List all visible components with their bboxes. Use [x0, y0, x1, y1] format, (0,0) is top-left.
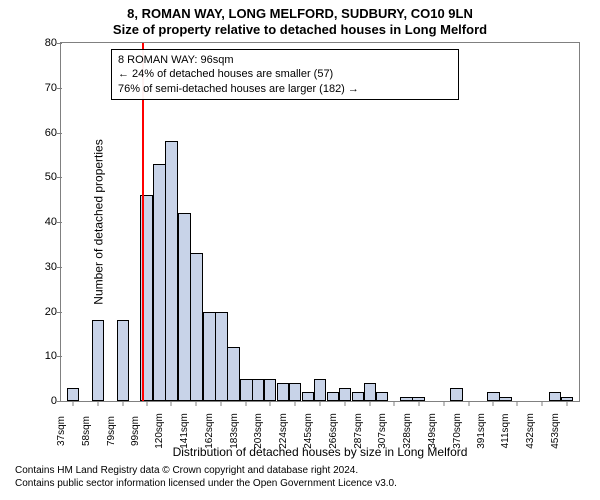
histogram-bar: [92, 320, 104, 401]
x-tick-label: 58sqm: [81, 411, 92, 451]
histogram-bar: [227, 347, 239, 401]
x-tick-mark: [72, 401, 73, 406]
x-tick-mark: [369, 401, 370, 406]
y-tick: 30: [37, 261, 61, 273]
histogram-bar: [364, 383, 376, 401]
x-tick-label: 432sqm: [525, 411, 536, 451]
footer-line2: Contains public sector information licen…: [15, 478, 397, 491]
x-tick-mark: [567, 401, 568, 406]
x-tick-mark: [171, 401, 172, 406]
x-tick-label: 99sqm: [130, 411, 141, 451]
x-tick-mark: [443, 401, 444, 406]
x-tick-mark: [97, 401, 98, 406]
histogram-bar: [203, 312, 215, 402]
x-tick-mark: [221, 401, 222, 406]
histogram-bar: [400, 397, 412, 401]
x-tick-mark: [320, 401, 321, 406]
annotation-box: 8 ROMAN WAY: 96sqm ← 24% of detached hou…: [111, 49, 459, 100]
y-tick: 10: [37, 350, 61, 362]
plot-area: Number of detached properties Distributi…: [60, 42, 580, 402]
footer-line1: Contains HM Land Registry data © Crown c…: [15, 465, 397, 478]
x-tick-mark: [196, 401, 197, 406]
chart-title-line2: Size of property relative to detached ho…: [0, 22, 600, 37]
x-tick-mark: [246, 401, 247, 406]
x-tick-label: 79sqm: [106, 411, 117, 451]
x-tick-mark: [517, 401, 518, 406]
x-tick-label: 349sqm: [427, 411, 438, 451]
x-tick-label: 266sqm: [328, 411, 339, 451]
histogram-bar: [165, 141, 177, 401]
footer-attribution: Contains HM Land Registry data © Crown c…: [15, 465, 397, 490]
x-tick-label: 287sqm: [353, 411, 364, 451]
histogram-bar: [376, 392, 388, 401]
x-tick-mark: [122, 401, 123, 406]
x-tick-mark: [418, 401, 419, 406]
x-tick-mark: [493, 401, 494, 406]
x-tick-label: 224sqm: [278, 411, 289, 451]
y-tick: 50: [37, 171, 61, 183]
histogram-bar: [352, 392, 364, 401]
histogram-bar: [302, 392, 314, 401]
histogram-bar: [240, 379, 252, 401]
histogram-bar: [252, 379, 264, 401]
x-tick-label: 370sqm: [452, 411, 463, 451]
histogram-bar: [450, 388, 462, 401]
x-tick-label: 203sqm: [253, 411, 264, 451]
histogram-bar: [67, 388, 79, 401]
histogram-bar: [190, 253, 202, 401]
histogram-bar: [264, 379, 276, 401]
x-tick-label: 245sqm: [303, 411, 314, 451]
annotation-line1: 8 ROMAN WAY: 96sqm: [118, 53, 452, 67]
x-tick-mark: [344, 401, 345, 406]
y-tick: 40: [37, 216, 61, 228]
histogram-bar: [327, 392, 339, 401]
x-tick-mark: [468, 401, 469, 406]
chart-title-line1: 8, ROMAN WAY, LONG MELFORD, SUDBURY, CO1…: [0, 6, 600, 21]
x-tick-label: 162sqm: [204, 411, 215, 451]
x-tick-label: 120sqm: [154, 411, 165, 451]
x-tick-label: 328sqm: [402, 411, 413, 451]
y-tick: 80: [37, 37, 61, 49]
x-tick-label: 37sqm: [56, 411, 67, 451]
x-tick-mark: [542, 401, 543, 406]
histogram-bar: [153, 164, 165, 401]
histogram-bar: [289, 383, 301, 401]
histogram-bar: [314, 379, 326, 401]
histogram-bar: [277, 383, 289, 401]
histogram-bar: [215, 312, 227, 402]
histogram-bar: [117, 320, 129, 401]
x-tick-label: 411sqm: [500, 411, 511, 451]
histogram-bar: [339, 388, 351, 401]
histogram-bar: [549, 392, 561, 401]
x-tick-label: 391sqm: [476, 411, 487, 451]
annotation-line2: ← 24% of detached houses are smaller (57…: [118, 67, 452, 81]
x-tick-mark: [270, 401, 271, 406]
x-tick-label: 141sqm: [179, 411, 190, 451]
y-tick: 60: [37, 127, 61, 139]
histogram-bar: [487, 392, 499, 401]
y-tick: 70: [37, 82, 61, 94]
y-tick: 0: [37, 395, 61, 407]
x-tick-mark: [295, 401, 296, 406]
x-tick-mark: [393, 401, 394, 406]
x-tick-label: 183sqm: [229, 411, 240, 451]
histogram-bar: [178, 213, 190, 401]
histogram-bar: [499, 397, 511, 401]
x-tick-label: 307sqm: [377, 411, 388, 451]
x-tick-mark: [146, 401, 147, 406]
y-tick: 20: [37, 306, 61, 318]
annotation-line3: 76% of semi-detached houses are larger (…: [118, 82, 452, 96]
x-tick-label: 453sqm: [550, 411, 561, 451]
